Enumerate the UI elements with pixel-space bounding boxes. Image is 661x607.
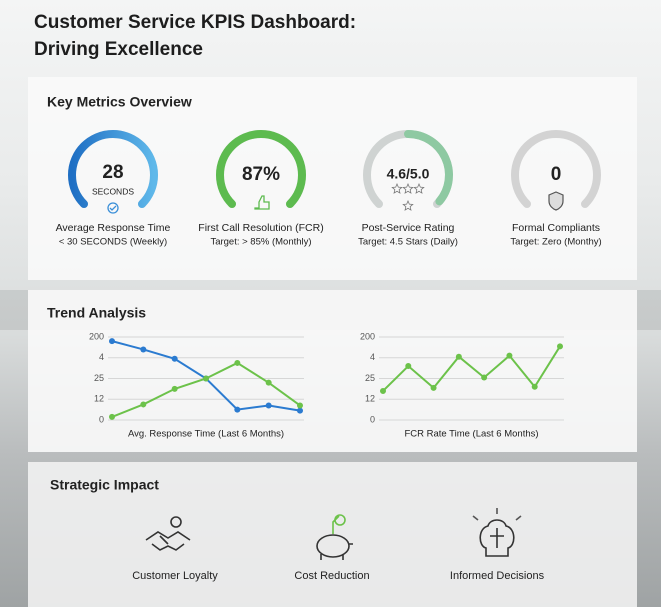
gauge-value: 4.6/5.0 [387, 166, 430, 182]
impact-labels: Customer Loyalty Cost Reduction Informed D… [132, 570, 544, 582]
data-point [234, 406, 241, 413]
data-point [171, 355, 178, 362]
data-point [171, 385, 178, 392]
y-tick-label: 12 [94, 394, 104, 404]
impact-label: Cost Reduction [294, 570, 369, 582]
metric-target: < 30 SECONDS (Weekly) [59, 237, 167, 248]
panel-title: Trend Analysis [47, 305, 146, 321]
data-point [481, 374, 488, 381]
y-tick-label: 12 [365, 394, 375, 404]
gauge-track [511, 130, 601, 208]
metric-label: First Call Resolution (FCR) [198, 222, 323, 234]
metric-target: Target: Zero (Monthy) [510, 237, 601, 248]
star-icon [402, 199, 414, 211]
data-point [109, 338, 115, 345]
data-point [265, 379, 272, 386]
star-icon [402, 182, 414, 194]
trend-panel [28, 290, 637, 452]
y-tick-label: 200 [360, 331, 375, 341]
data-point [430, 384, 437, 391]
metric-label: Post-Service Rating [362, 222, 455, 234]
x-axis-label: FCR Rate Time (Last 6 Months) [404, 429, 538, 440]
metric-label: Formal Compliants [512, 222, 600, 234]
series-line [382, 345, 561, 392]
gauge-arc [68, 130, 158, 208]
data-point [203, 375, 209, 382]
data-point [405, 363, 412, 370]
gauge-unit: SECONDS [92, 186, 134, 196]
check-icon [107, 202, 119, 214]
data-point [297, 402, 303, 409]
y-tick-label: 25 [365, 373, 375, 383]
y-tick-label: 4 [99, 352, 104, 362]
panel-title: Key Metrics Overview [47, 94, 192, 110]
data-point [109, 413, 115, 420]
star-icon [391, 182, 403, 194]
gauge-arc [404, 130, 453, 206]
data-point [140, 401, 147, 408]
y-tick-label: 200 [89, 331, 104, 341]
page-title: Customer Service KPIS Dashboard: Driving… [34, 12, 357, 60]
metrics-panel [28, 77, 637, 280]
gauge-value: 28 [102, 162, 123, 183]
data-point [506, 352, 513, 359]
charts: 0 12 25 4 200 Avg. Response Time (Last 6 Mont… [89, 331, 564, 440]
metric-target: Target: > 85% (Monthly) [210, 237, 311, 248]
data-point [557, 343, 563, 350]
gauges: 28 SECONDS Average Response Time < 30 SECON… [56, 130, 602, 248]
data-point [380, 387, 386, 394]
metric-target: Target: 4.5 Stars (Daily) [358, 237, 458, 248]
brain-icon [472, 508, 522, 557]
check-icon [109, 205, 117, 211]
y-tick-label: 0 [370, 414, 375, 424]
handshake-icon [145, 516, 191, 551]
data-point [455, 353, 462, 360]
y-tick-label: 4 [370, 352, 375, 362]
panel-title: Strategic Impact [50, 477, 159, 493]
data-point [265, 402, 272, 409]
piggy-icon [316, 514, 353, 560]
impact-label: Customer Loyalty [132, 570, 218, 582]
thumb-icon [254, 195, 270, 210]
y-tick-label: 0 [99, 414, 104, 424]
data-point [234, 359, 241, 366]
metric-label: Average Response Time [56, 222, 171, 234]
gauge-value: 0 [551, 164, 562, 185]
gauge-value: 87% [242, 164, 280, 185]
star-icon [413, 182, 425, 194]
x-axis-label: Avg. Response Time (Last 6 Months) [128, 429, 284, 440]
impact-label: Informed Decisions [450, 570, 545, 582]
shield-icon [548, 191, 564, 211]
data-point [140, 346, 147, 353]
y-tick-label: 25 [94, 373, 104, 383]
gauge-arc [216, 130, 306, 208]
data-point [297, 407, 303, 414]
data-point [531, 383, 538, 390]
